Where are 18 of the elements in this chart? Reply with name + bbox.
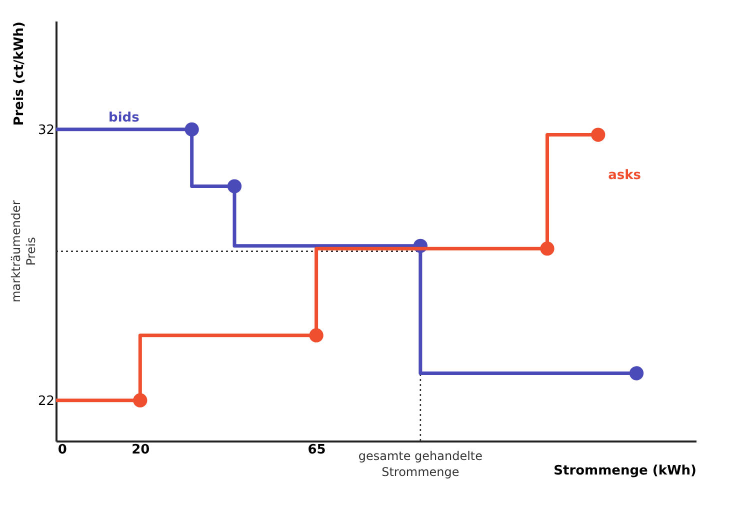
point (309, 328, 324, 342)
point (629, 366, 644, 380)
x-tick-label: 0 (58, 442, 67, 458)
ref-line-label: gesamte gehandelte Strommenge (358, 449, 483, 479)
y-tick-label: 32 (38, 122, 54, 138)
text: asks (608, 168, 642, 183)
point (184, 122, 199, 136)
x-tick-label: 65 (308, 442, 326, 458)
point (540, 242, 554, 256)
point (133, 393, 148, 408)
point (227, 179, 242, 194)
x-tick-label: 20 (132, 442, 150, 458)
y-axis-title: Preis (ct/kWh) (12, 22, 27, 126)
y-tick-label: 22 (38, 394, 54, 409)
series-label: bids (108, 110, 140, 126)
x-axis-title: Strommenge (kWh) (554, 464, 696, 478)
point (591, 128, 606, 142)
ref-line-label: markträumender Preis (9, 200, 38, 302)
